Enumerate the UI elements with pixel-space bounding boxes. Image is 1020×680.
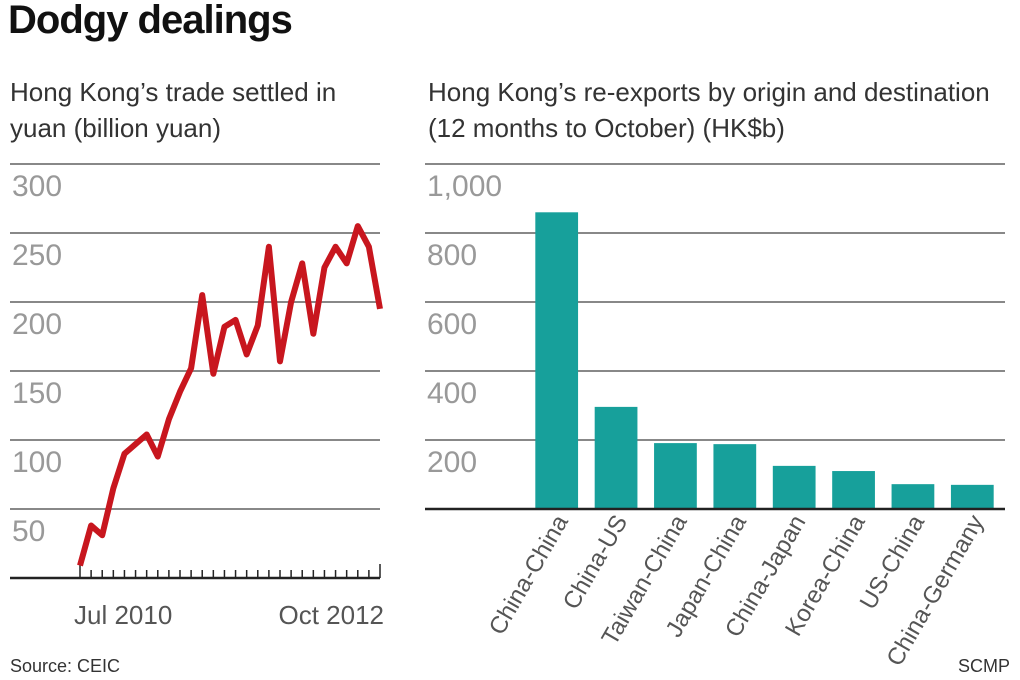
chart-title: Hong Kong’s re-exports by origin and des… bbox=[428, 77, 990, 143]
source: Source: CEIC bbox=[10, 656, 120, 676]
y-tick-label: 300 bbox=[12, 170, 62, 203]
bar bbox=[654, 443, 697, 509]
y-tick-label: 600 bbox=[427, 308, 477, 341]
bar bbox=[772, 465, 816, 509]
y-tick-label: 100 bbox=[12, 446, 62, 479]
bar bbox=[832, 471, 875, 509]
y-tick-label: 200 bbox=[12, 308, 62, 341]
bar bbox=[535, 212, 579, 510]
x-tick-label: Oct 2012 bbox=[278, 600, 384, 630]
y-tick-label: 400 bbox=[427, 377, 477, 410]
x-tick-label: Jul 2010 bbox=[74, 600, 172, 630]
y-tick-label: 1,000 bbox=[427, 170, 502, 203]
y-tick-label: 50 bbox=[12, 515, 45, 548]
credit: SCMP bbox=[958, 656, 1010, 676]
x-tick-label: China-China bbox=[484, 510, 574, 640]
bar bbox=[950, 484, 994, 509]
chart-title: Hong Kong’s trade settled in yuan (billi… bbox=[10, 77, 337, 143]
y-tick-label: 250 bbox=[12, 239, 62, 272]
bar bbox=[594, 406, 638, 509]
y-tick-label: 800 bbox=[427, 239, 477, 272]
page-title: Dodgy dealings bbox=[8, 0, 293, 42]
y-tick-label: 150 bbox=[12, 377, 62, 410]
bar bbox=[713, 444, 757, 509]
y-tick-label: 200 bbox=[427, 446, 477, 479]
bar bbox=[891, 484, 935, 509]
line bbox=[77, 223, 383, 567]
